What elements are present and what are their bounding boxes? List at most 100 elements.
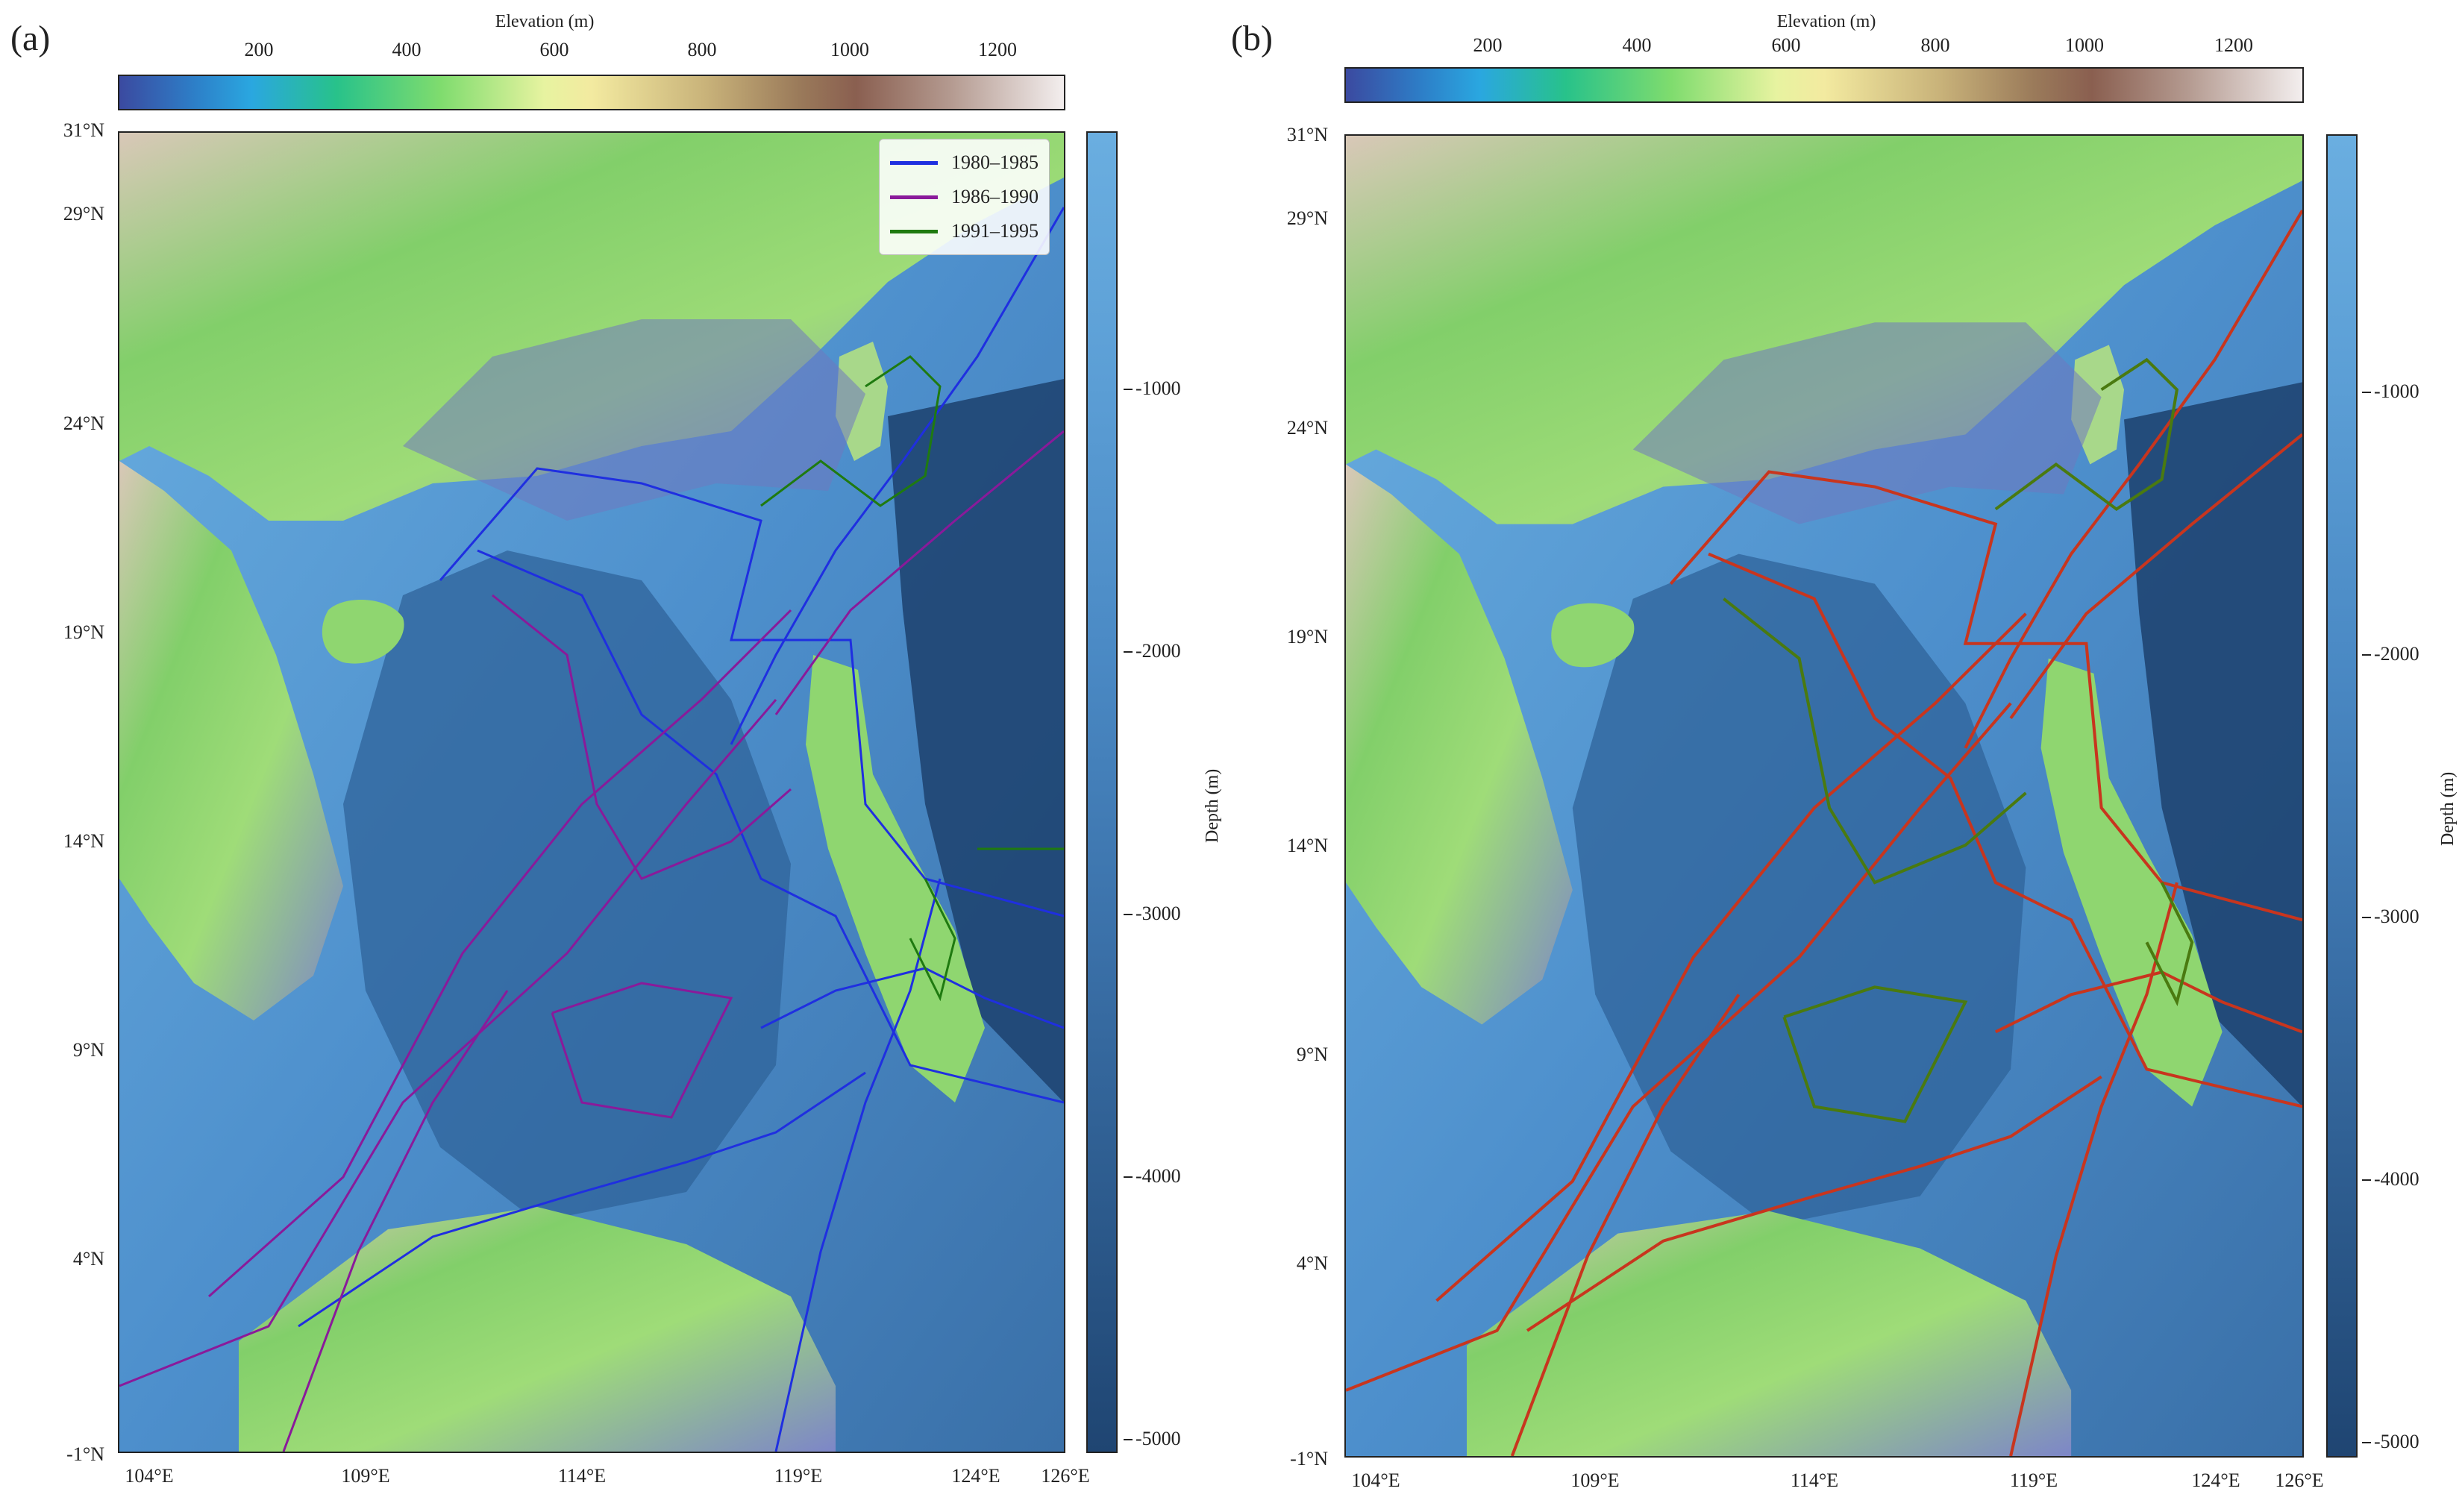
depth-tick: -1000 (2362, 380, 2419, 402)
track-secondary (1994, 357, 2179, 512)
legend-swatch (890, 160, 938, 165)
elevation-tick: 600 (539, 39, 569, 60)
depth-colorbar (2326, 134, 2358, 1458)
lon-label: 119°E (2009, 1469, 2058, 1491)
lon-label: 126°E (2275, 1469, 2324, 1491)
track-1986-1990 (282, 990, 509, 1452)
elevation-tick: 200 (244, 39, 274, 60)
depth-tick: -4000 (1124, 1165, 1181, 1187)
cruise-tracks (119, 207, 1064, 1452)
depth-colorbar (1086, 131, 1118, 1453)
track-1986-1990 (774, 430, 1064, 715)
track-secondary (1782, 985, 1968, 1123)
lon-label: 109°E (1570, 1469, 1620, 1491)
lat-label: -1°N (66, 1443, 104, 1465)
track-1980-1985 (774, 878, 942, 1452)
elevation-tick: 1200 (2214, 34, 2253, 56)
lon-label: 114°E (1790, 1469, 1839, 1491)
lon-label: 124°E (2191, 1469, 2240, 1491)
lon-label: 119°E (774, 1465, 823, 1487)
depth-tick: -4000 (2362, 1168, 2419, 1190)
track-secondary (2145, 882, 2194, 1007)
lat-label: 24°N (1286, 417, 1328, 439)
panel-letter: (b) (1231, 19, 1273, 58)
depth-tick: -3000 (2362, 906, 2419, 927)
hainan-island (322, 600, 404, 664)
legend-item: 1986–1990 (890, 180, 1039, 214)
hainan-island (1551, 603, 1635, 668)
lat-label: 31°N (1286, 124, 1328, 145)
elevation-colorbar (1344, 67, 2304, 103)
track-1991-1995 (909, 878, 956, 1002)
elevation-tick: 400 (1622, 34, 1652, 56)
elevation-tick: 800 (1920, 34, 1950, 56)
map-area: 1980–1985 1986–1990 1991–1995 (118, 131, 1065, 1453)
legend-item: 1991–1995 (890, 214, 1039, 248)
elevation-tick: 1200 (978, 39, 1017, 60)
legend-item: 1980–1985 (890, 145, 1039, 180)
track-1980-1985 (439, 467, 1064, 917)
lon-label: 109°E (341, 1465, 390, 1487)
track-primary (1510, 994, 1741, 1456)
legend-swatch (890, 195, 938, 199)
indochina (119, 461, 343, 1020)
track-1991-1995 (760, 355, 942, 507)
legend-label: 1986–1990 (951, 186, 1039, 207)
panel-a: (a) Elevation (m) 200 400 600 800 1000 1… (10, 12, 1222, 1487)
panel-letter: (a) (10, 19, 51, 58)
track-primary (1964, 210, 2302, 749)
lon-label: 114°E (557, 1465, 607, 1487)
depth-tick: -1000 (1124, 377, 1181, 399)
depth-tick: -5000 (2362, 1431, 2419, 1452)
lon-label: 104°E (1351, 1469, 1400, 1491)
lat-label: 19°N (63, 621, 104, 643)
borneo (239, 1207, 836, 1452)
cruise-tracks (1346, 210, 2302, 1456)
elevation-tick: 800 (687, 39, 717, 60)
lat-label: 4°N (1296, 1252, 1328, 1274)
lat-label: 19°N (1286, 626, 1328, 647)
lat-label: 29°N (63, 203, 104, 225)
mainland-china (1346, 136, 2302, 524)
legend-label: 1980–1985 (951, 151, 1039, 173)
depth-tick: -2000 (1124, 640, 1181, 662)
lat-label: 9°N (72, 1039, 104, 1061)
track-1986-1990 (208, 609, 792, 1298)
coastal-lowland (1632, 322, 2102, 524)
depth-axis-title: Depth (m) (2438, 771, 2458, 846)
depth-tick: -5000 (1124, 1428, 1181, 1449)
lat-label: 14°N (1286, 835, 1328, 856)
elevation-tick: 1000 (830, 39, 869, 60)
legend: 1980–1985 1986–1990 1991–1995 (879, 139, 1050, 255)
lat-label: 24°N (63, 412, 104, 434)
elevation-tick: 400 (392, 39, 422, 60)
track-1980-1985 (477, 549, 1064, 1104)
lon-label: 126°E (1041, 1465, 1090, 1487)
lat-label: 9°N (1296, 1044, 1328, 1065)
elevation-tick: 600 (1771, 34, 1801, 56)
track-1986-1990 (119, 699, 777, 1387)
lat-label: 4°N (72, 1248, 104, 1270)
lat-label: 31°N (63, 119, 104, 141)
elevation-tick: 200 (1473, 34, 1503, 56)
depth-tick: -2000 (2362, 643, 2419, 665)
lat-label: 14°N (63, 830, 104, 852)
depth-axis-title: Depth (m) (1203, 768, 1222, 843)
lon-label: 104°E (125, 1465, 174, 1487)
philippines (2040, 658, 2223, 1107)
lat-label: -1°N (1290, 1448, 1328, 1469)
track-1980-1985 (730, 207, 1064, 745)
legend-swatch (890, 229, 938, 233)
track-primary (2009, 882, 2178, 1456)
bathymetry-map (1346, 136, 2302, 1456)
track-primary (1708, 552, 2302, 1108)
track-1980-1985 (298, 1071, 866, 1328)
elevation-colorbar-title: Elevation (m) (1776, 12, 1876, 31)
panel-b: (b) Elevation (m) 200 400 600 800 1000 1… (1231, 0, 2462, 1512)
track-primary (2009, 433, 2302, 720)
track-primary (1526, 1075, 2102, 1332)
depth-tick: -3000 (1124, 903, 1181, 924)
track-primary (1435, 612, 2027, 1302)
coastal-lowland (403, 319, 865, 521)
indochina (1346, 464, 1573, 1025)
